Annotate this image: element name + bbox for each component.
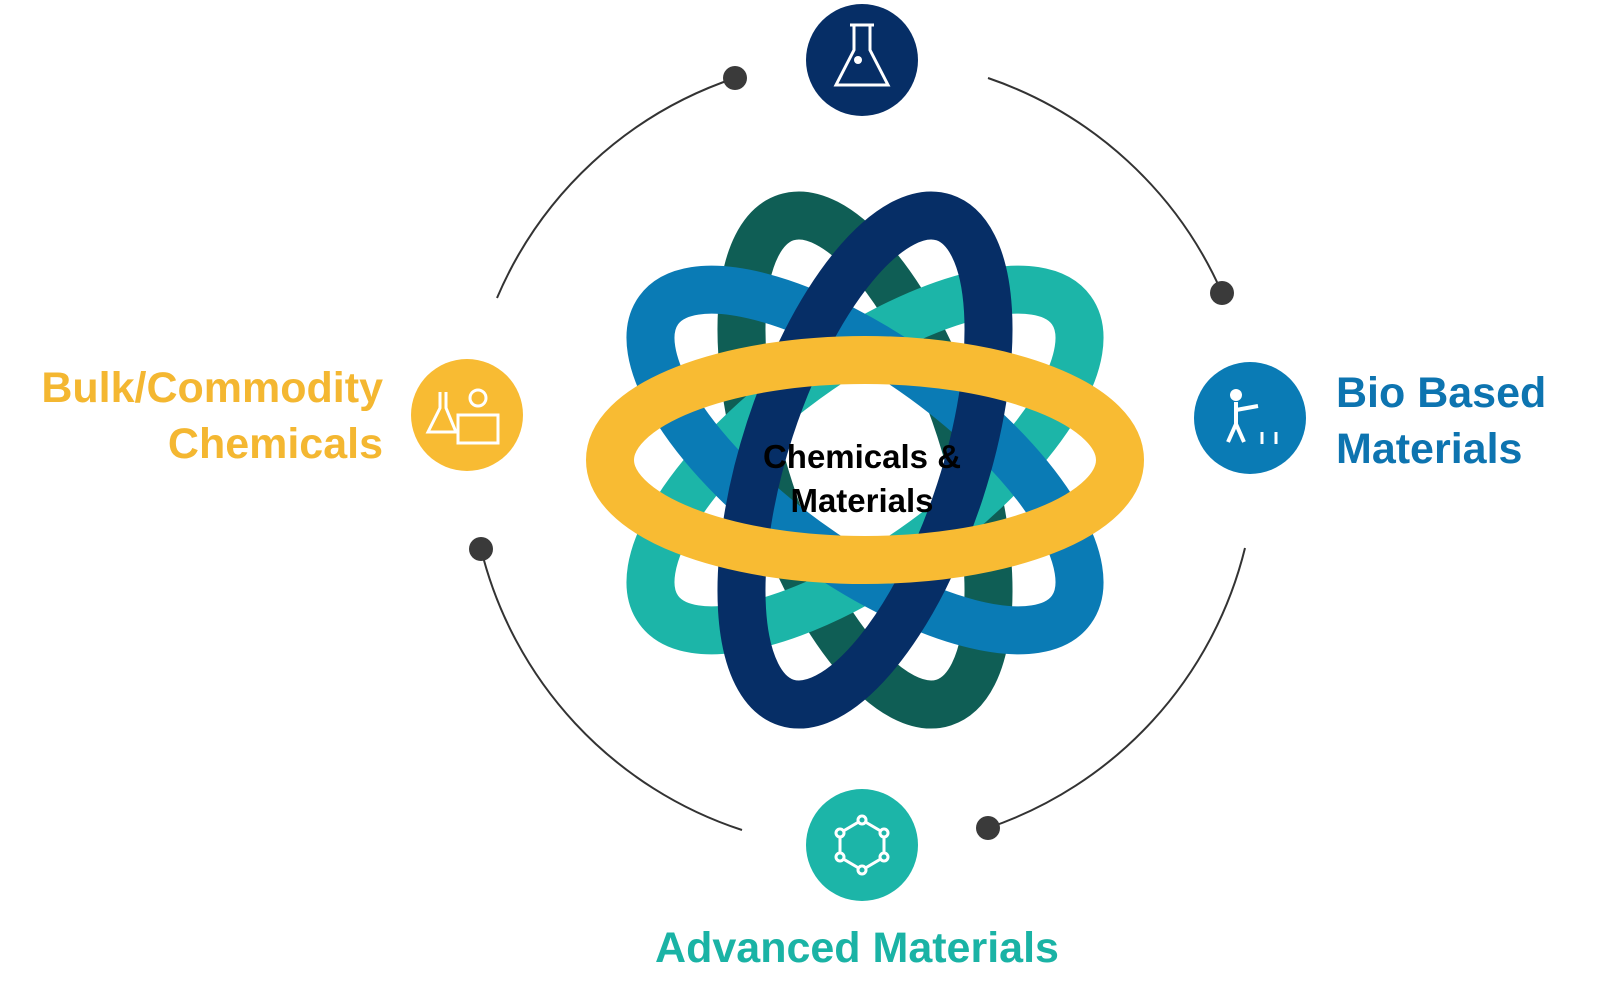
ribbons — [586, 191, 1144, 729]
dot — [976, 816, 1000, 840]
arc — [496, 77, 736, 299]
ribbon — [586, 336, 1144, 584]
center-label: Chemicals & — [763, 438, 961, 475]
arc — [987, 77, 1223, 294]
advanced-icon — [806, 789, 918, 901]
top-icon — [806, 4, 918, 116]
node-label: Materials — [1336, 425, 1522, 473]
node-label: Chemicals — [168, 420, 383, 468]
bulk-icon — [411, 359, 523, 471]
arc — [987, 547, 1246, 829]
node-label: Bio Based — [1336, 369, 1546, 417]
node-label: Advanced Materials — [655, 924, 1059, 972]
center-label: Materials — [790, 482, 933, 519]
node-label: Bulk/Commodity — [41, 364, 383, 412]
orbit-arcs — [480, 77, 1246, 831]
bio-icon — [1194, 362, 1306, 474]
dot — [1210, 281, 1234, 305]
dot — [469, 537, 493, 561]
orbit-dots — [469, 66, 1234, 840]
ribbon — [717, 191, 1013, 729]
arc — [480, 548, 743, 831]
dot — [723, 66, 747, 90]
